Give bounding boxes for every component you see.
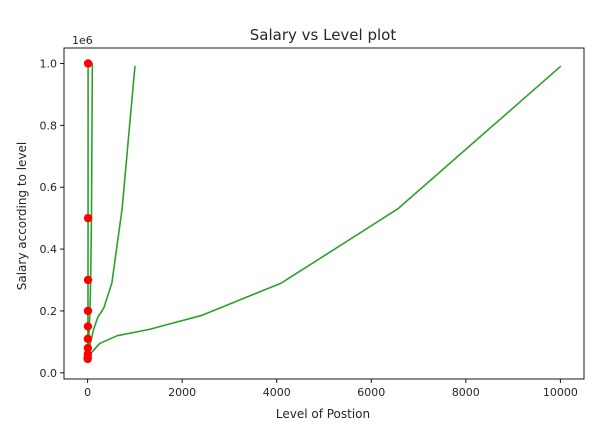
x-tick-label: 6000 xyxy=(357,386,385,399)
plot-area: 0 2000 4000 6000 8000 10000 0.0 0.2 0.4 0.6 0.8 1.0 xyxy=(40,47,585,399)
data-point xyxy=(83,213,93,223)
y-axis-title: Salary according to level xyxy=(15,142,29,291)
data-point xyxy=(83,343,93,353)
data-point xyxy=(83,306,93,316)
data-point xyxy=(83,322,93,331)
data-point xyxy=(83,334,93,343)
series-group xyxy=(83,59,562,364)
x-tick-label: 8000 xyxy=(452,386,480,399)
x-tick-label: 10000 xyxy=(543,386,578,399)
y-tick-label: 1.0 xyxy=(40,57,58,70)
y-tick-label: 0.4 xyxy=(40,243,58,256)
x-axis-title: Level of Postion xyxy=(276,407,370,421)
data-point xyxy=(83,59,93,68)
y-tick-label: 0.8 xyxy=(40,119,58,132)
y-offset-label: 1e6 xyxy=(72,34,93,47)
y-tick-label: 0.2 xyxy=(40,305,58,318)
y-tick-label: 0.6 xyxy=(40,181,58,194)
scatter-series-0 xyxy=(83,59,93,364)
data-point xyxy=(83,350,92,359)
data-point xyxy=(83,275,93,285)
axes-frame xyxy=(63,47,585,380)
y-tick-label: 0.0 xyxy=(40,367,58,380)
x-tick-label: 0 xyxy=(84,386,91,399)
x-tick-label: 2000 xyxy=(168,386,196,399)
x-tick-label: 4000 xyxy=(263,386,291,399)
chart-title: Salary vs Level plot xyxy=(250,26,397,44)
